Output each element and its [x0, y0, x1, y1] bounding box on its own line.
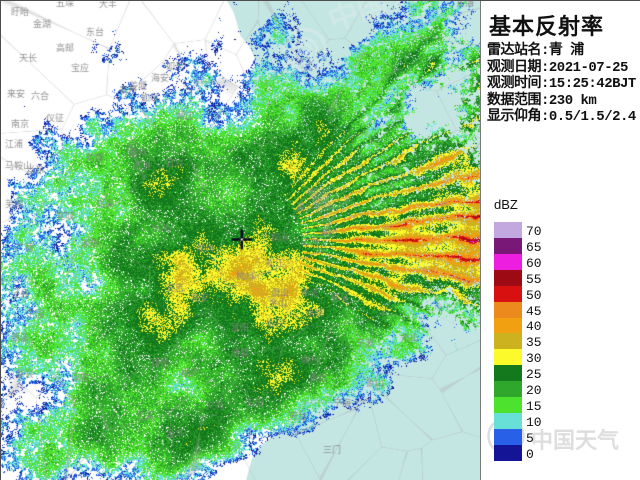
svg-text:中国天气: 中国天气 — [531, 428, 619, 453]
